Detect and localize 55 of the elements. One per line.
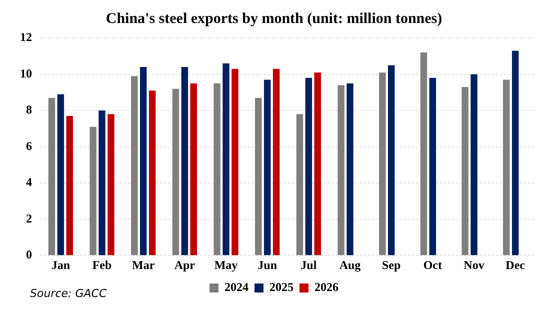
- bar: [181, 67, 188, 256]
- bar: [140, 67, 147, 256]
- x-tick-label: Jun: [258, 258, 278, 272]
- bar: [190, 83, 197, 256]
- bar: [66, 116, 73, 256]
- legend-label: 2026: [314, 280, 338, 294]
- bar: [470, 74, 478, 256]
- bar: [314, 72, 321, 256]
- x-tick-label: Sep: [382, 258, 401, 272]
- bar: [214, 83, 220, 256]
- bar: [272, 68, 280, 256]
- bar: [503, 80, 510, 256]
- bar: [305, 78, 312, 256]
- bar: [264, 80, 271, 256]
- x-tick-label: Mar: [132, 258, 156, 272]
- x-tick-label: May: [214, 258, 238, 272]
- bar: [57, 94, 64, 256]
- bar: [98, 110, 106, 256]
- bar: [90, 126, 96, 256]
- bar: [148, 90, 156, 256]
- y-tick-label: 10: [20, 66, 32, 80]
- y-tick-label: 4: [26, 175, 32, 190]
- bar: [379, 72, 386, 256]
- y-tick-label: 12: [20, 30, 32, 44]
- x-tick-label: Jul: [300, 258, 318, 272]
- bar: [346, 83, 354, 256]
- x-tick-label: Aug: [339, 258, 361, 272]
- bar: [512, 50, 519, 256]
- x-tick-label: Dec: [506, 258, 526, 272]
- source-note: Source: GACC: [30, 287, 107, 300]
- x-tick-label: Oct: [423, 258, 442, 272]
- y-tick-label: 2: [26, 211, 32, 226]
- x-tick-label: Feb: [92, 258, 112, 272]
- bar: [420, 52, 428, 256]
- bar: [48, 98, 56, 256]
- bar: [462, 86, 468, 256]
- bar: [232, 68, 238, 256]
- bar: [338, 85, 344, 256]
- legend-label: 2025: [270, 280, 294, 294]
- bar: [255, 98, 262, 256]
- bar: [296, 114, 304, 256]
- bar: [108, 114, 114, 256]
- y-tick-label: 0: [26, 248, 32, 262]
- y-tick-label: 6: [26, 138, 32, 153]
- x-tick-label: Apr: [174, 258, 196, 272]
- bar: [131, 76, 138, 256]
- y-tick-label: 8: [26, 102, 32, 117]
- bar: [222, 63, 230, 256]
- bar: [429, 78, 436, 256]
- chart-title: China's steel exports by month (unit: million tonnes): [106, 10, 442, 27]
- bar: [172, 88, 180, 256]
- legend-label: 2024: [224, 280, 248, 294]
- x-tick-label: Nov: [464, 258, 484, 272]
- bar: [388, 65, 395, 256]
- x-tick-label: Jan: [51, 258, 70, 272]
